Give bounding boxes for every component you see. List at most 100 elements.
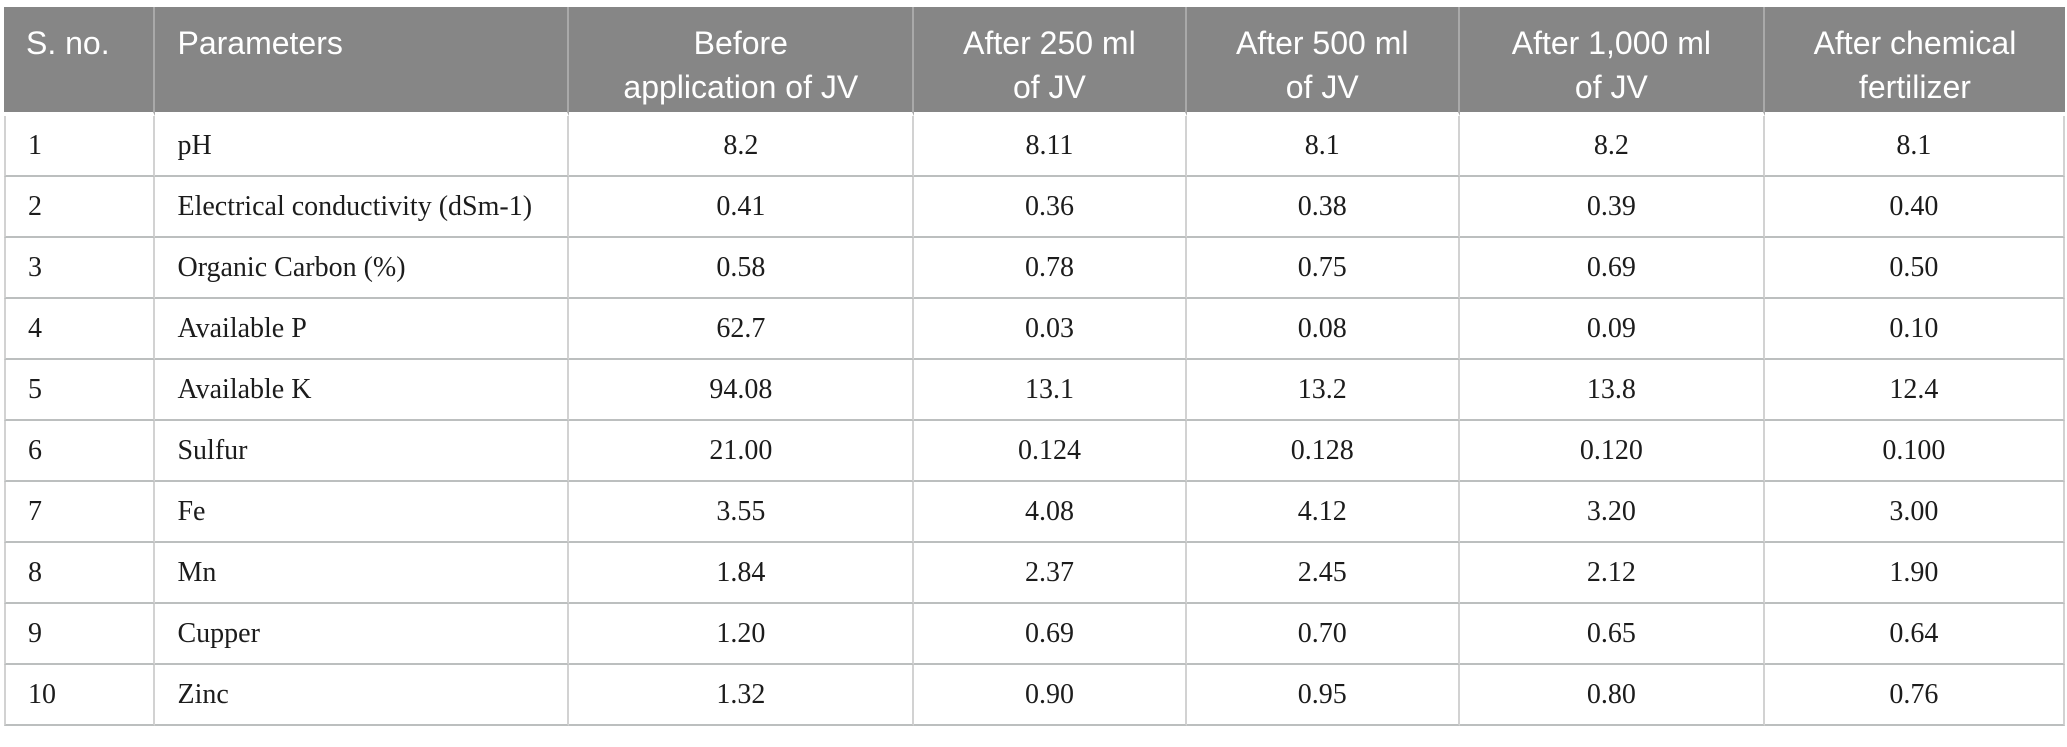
column-header-a250: After 250 ml of JV: [914, 7, 1187, 116]
cell-serial-number: 3: [4, 238, 156, 299]
column-header-label: of JV: [1285, 69, 1359, 105]
cell-parameter: Sulfur: [155, 421, 570, 482]
table-body: 1 pH 8.2 8.11 8.1 8.2 8.1 2 Electrical conductiv…: [4, 116, 2065, 726]
cell-serial-number: 9: [4, 604, 156, 665]
cell-serial-number: 1: [4, 116, 156, 177]
cell-parameter: Available K: [155, 360, 570, 421]
cell-value: 0.03: [914, 299, 1187, 360]
column-header-sno: S. no.: [4, 7, 156, 116]
cell-value: 0.36: [914, 177, 1187, 238]
cell-value: 62.7: [569, 299, 915, 360]
cell-value: 0.75: [1186, 238, 1460, 299]
column-header-label: After chemical: [1813, 25, 2017, 61]
cell-value: 13.1: [914, 360, 1187, 421]
column-header-label: of JV: [1012, 69, 1086, 105]
cell-value: 12.4: [1764, 360, 2065, 421]
cell-serial-number: 10: [4, 665, 156, 726]
cell-value: 0.70: [1186, 604, 1460, 665]
soil-parameters-table: S. no. Parameters Before application of JV A…: [4, 7, 2065, 726]
cell-value: 1.84: [569, 543, 915, 604]
cell-serial-number: 5: [4, 360, 156, 421]
cell-value: 13.8: [1459, 360, 1765, 421]
cell-value: 0.100: [1764, 421, 2065, 482]
cell-value: 0.39: [1459, 177, 1765, 238]
cell-parameter: Zinc: [155, 665, 570, 726]
column-header-before: Before application of JV: [569, 7, 915, 116]
table-row: 10 Zinc 1.32 0.90 0.95 0.80 0.76: [4, 665, 2065, 726]
cell-value: 3.20: [1459, 482, 1765, 543]
cell-parameter: Available P: [155, 299, 570, 360]
cell-value: 1.20: [569, 604, 915, 665]
table-header-row: S. no. Parameters Before application of JV A…: [4, 7, 2065, 116]
cell-value: 0.120: [1459, 421, 1765, 482]
cell-value: 0.41: [569, 177, 915, 238]
column-header-label: After 1,000 ml: [1511, 25, 1711, 61]
cell-parameter: Cupper: [155, 604, 570, 665]
cell-value: 0.38: [1186, 177, 1460, 238]
cell-value: 0.50: [1764, 238, 2065, 299]
cell-value: 8.1: [1764, 116, 2065, 177]
cell-value: 4.12: [1186, 482, 1460, 543]
cell-value: 0.40: [1764, 177, 2065, 238]
cell-value: 1.90: [1764, 543, 2065, 604]
cell-serial-number: 6: [4, 421, 156, 482]
column-header-label: application of JV: [623, 69, 859, 105]
table-row: 8 Mn 1.84 2.37 2.45 2.12 1.90: [4, 543, 2065, 604]
column-header-label: Before: [693, 25, 788, 61]
cell-value: 0.90: [914, 665, 1187, 726]
cell-value: 0.128: [1186, 421, 1460, 482]
cell-value: 8.2: [569, 116, 915, 177]
table-row: 9 Cupper 1.20 0.69 0.70 0.65 0.64: [4, 604, 2065, 665]
column-header-label: S. no.: [26, 25, 110, 61]
table-head: S. no. Parameters Before application of JV A…: [4, 7, 2065, 116]
cell-value: 0.80: [1459, 665, 1765, 726]
cell-value: 4.08: [914, 482, 1187, 543]
column-header-label: of JV: [1574, 69, 1648, 105]
cell-value: 0.58: [569, 238, 915, 299]
table-row: 7 Fe 3.55 4.08 4.12 3.20 3.00: [4, 482, 2065, 543]
cell-value: 0.95: [1186, 665, 1460, 726]
cell-value: 0.76: [1764, 665, 2065, 726]
cell-value: 0.124: [914, 421, 1187, 482]
cell-value: 0.69: [914, 604, 1187, 665]
cell-value: 0.08: [1186, 299, 1460, 360]
cell-value: 1.32: [569, 665, 915, 726]
cell-serial-number: 8: [4, 543, 156, 604]
cell-value: 0.09: [1459, 299, 1765, 360]
table-row: 4 Available P 62.7 0.03 0.08 0.09 0.10: [4, 299, 2065, 360]
cell-value: 0.69: [1459, 238, 1765, 299]
table-row: 3 Organic Carbon (%) 0.58 0.78 0.75 0.69 0.50: [4, 238, 2065, 299]
cell-parameter: Mn: [155, 543, 570, 604]
cell-value: 13.2: [1186, 360, 1460, 421]
cell-value: 8.2: [1459, 116, 1765, 177]
cell-value: 0.64: [1764, 604, 2065, 665]
cell-serial-number: 2: [4, 177, 156, 238]
cell-parameter: pH: [155, 116, 570, 177]
cell-parameter: Organic Carbon (%): [155, 238, 570, 299]
column-header-a500: After 500 ml of JV: [1186, 7, 1460, 116]
cell-value: 21.00: [569, 421, 915, 482]
cell-serial-number: 4: [4, 299, 156, 360]
table-row: 5 Available K 94.08 13.1 13.2 13.8 12.4: [4, 360, 2065, 421]
table-row: 6 Sulfur 21.00 0.124 0.128 0.120 0.100: [4, 421, 2065, 482]
table-row: 1 pH 8.2 8.11 8.1 8.2 8.1: [4, 116, 2065, 177]
column-header-label: After 500 ml: [1235, 25, 1409, 61]
cell-value: 3.00: [1764, 482, 2065, 543]
cell-serial-number: 7: [4, 482, 156, 543]
cell-value: 2.45: [1186, 543, 1460, 604]
table-row: 2 Electrical conductivity (dSm-1) 0.41 0.36…: [4, 177, 2065, 238]
cell-value: 3.55: [569, 482, 915, 543]
column-header-a1000: After 1,000 ml of JV: [1459, 7, 1765, 116]
cell-value: 0.65: [1459, 604, 1765, 665]
column-header-label: Parameters: [177, 25, 343, 61]
column-header-label: After 250 ml: [963, 25, 1136, 61]
cell-value: 94.08: [569, 360, 915, 421]
column-header-chem: After chemical fertilizer: [1764, 7, 2065, 116]
cell-parameter: Electrical conductivity (dSm-1): [155, 177, 570, 238]
cell-value: 0.78: [914, 238, 1187, 299]
column-header-label: fertilizer: [1858, 69, 1971, 105]
cell-value: 8.11: [914, 116, 1187, 177]
cell-value: 2.37: [914, 543, 1187, 604]
column-header-param: Parameters: [155, 7, 570, 116]
cell-value: 0.10: [1764, 299, 2065, 360]
